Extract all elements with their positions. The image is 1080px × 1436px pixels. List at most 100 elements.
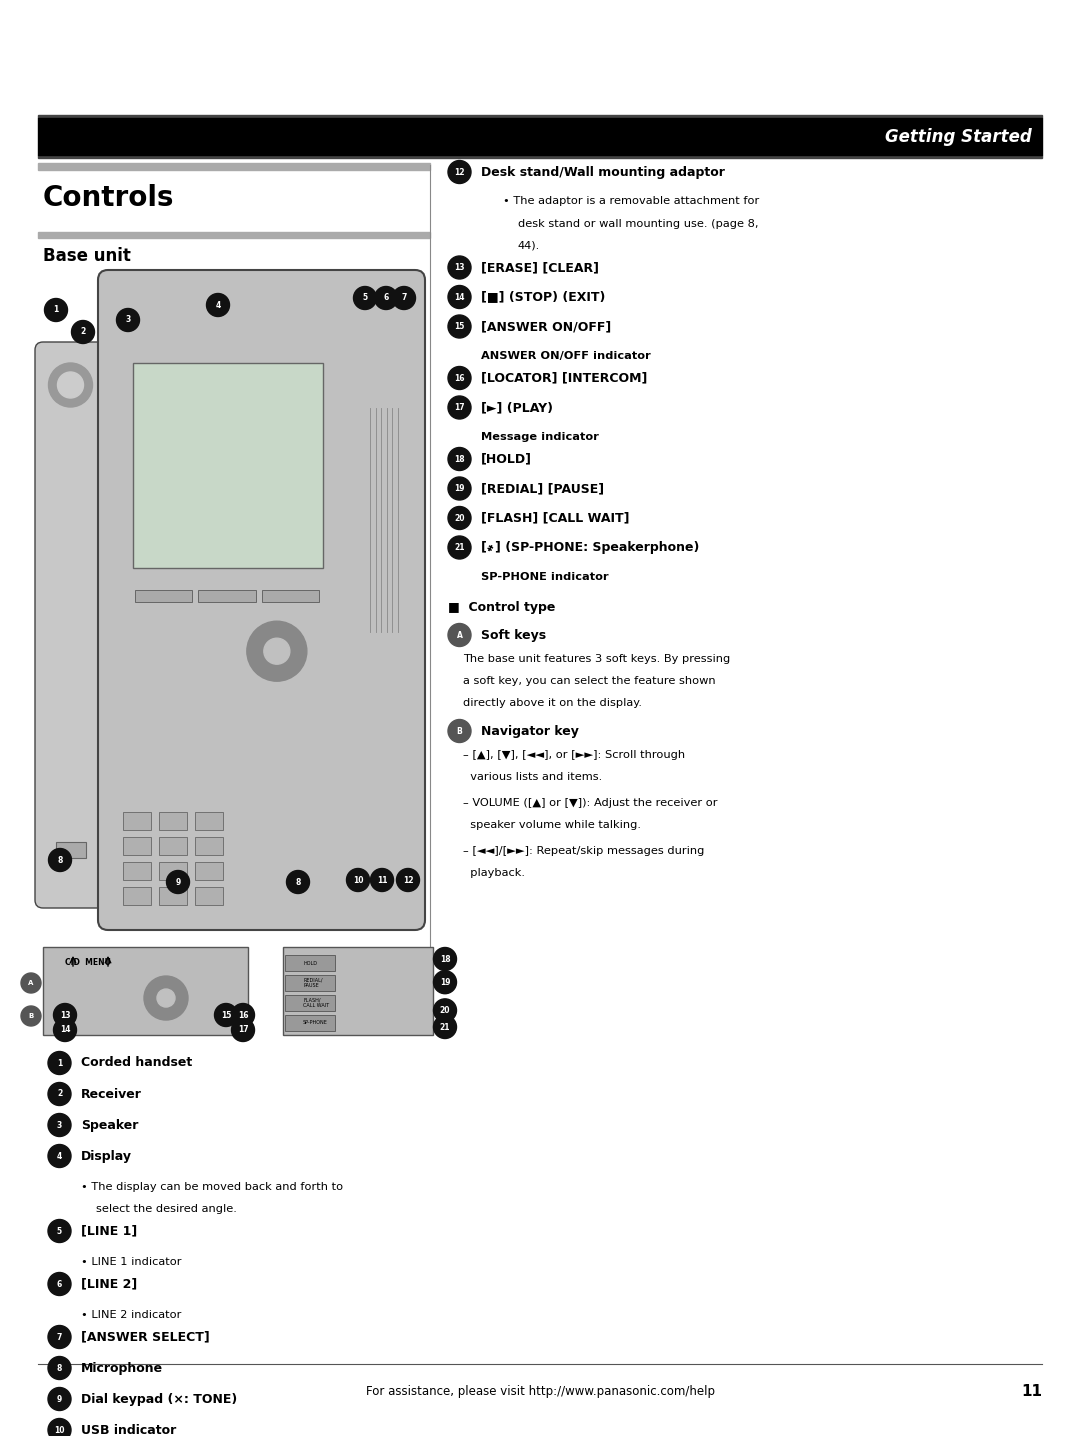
Text: FLASH/
CALL WAIT: FLASH/ CALL WAIT [303, 998, 329, 1008]
Text: 7: 7 [57, 1333, 63, 1341]
Circle shape [166, 870, 189, 893]
Text: ANSWER ON/OFF indicator: ANSWER ON/OFF indicator [481, 350, 651, 360]
Text: 17: 17 [455, 404, 464, 412]
Text: playback.: playback. [463, 867, 525, 877]
Text: 6: 6 [383, 293, 389, 303]
Text: Getting Started: Getting Started [886, 128, 1032, 145]
Circle shape [231, 1018, 255, 1041]
Text: 20: 20 [455, 514, 464, 523]
Circle shape [21, 1007, 41, 1025]
Text: directly above it on the display.: directly above it on the display. [463, 698, 642, 708]
Text: Base unit: Base unit [43, 247, 131, 266]
Text: – [◄◄]/[►►]: Repeat/skip messages during: – [◄◄]/[►►]: Repeat/skip messages during [463, 846, 704, 856]
Circle shape [117, 309, 139, 332]
Circle shape [396, 869, 419, 892]
Text: a soft key, you can select the feature shown: a soft key, you can select the feature s… [463, 676, 716, 686]
Bar [38, 115, 1042, 118]
Text: A: A [457, 630, 462, 639]
Text: 19: 19 [455, 484, 464, 493]
Text: 7: 7 [402, 293, 407, 303]
Bar [135, 590, 192, 602]
Text: 14: 14 [455, 293, 464, 302]
Text: 9: 9 [57, 1394, 63, 1403]
Text: CID  MENU: CID MENU [65, 958, 111, 966]
Text: 8: 8 [57, 856, 63, 864]
Text: 2: 2 [80, 327, 85, 336]
Bar [123, 862, 151, 880]
Bar [285, 995, 335, 1011]
Circle shape [448, 507, 471, 530]
Text: desk stand or wall mounting use. (page 8,: desk stand or wall mounting use. (page 8… [518, 218, 758, 228]
Text: For assistance, please visit http://www.panasonic.com/help: For assistance, please visit http://www.… [365, 1386, 715, 1399]
Circle shape [433, 999, 457, 1022]
Circle shape [448, 448, 471, 471]
Text: 12: 12 [455, 168, 464, 177]
Text: 14: 14 [59, 1025, 70, 1034]
Circle shape [54, 1018, 77, 1041]
Circle shape [347, 869, 369, 892]
Bar [261, 590, 320, 602]
Text: 13: 13 [59, 1011, 70, 1020]
Circle shape [448, 719, 471, 742]
Text: [►] (PLAY): [►] (PLAY) [481, 401, 553, 414]
Text: 5: 5 [57, 1226, 62, 1235]
Bar [285, 975, 335, 991]
Text: speaker volume while talking.: speaker volume while talking. [463, 820, 642, 830]
Text: select the desired angle.: select the desired angle. [96, 1203, 237, 1213]
Bar [195, 811, 222, 830]
Text: HOLD: HOLD [303, 961, 318, 965]
Text: 16: 16 [238, 1011, 248, 1020]
Text: 9: 9 [175, 877, 180, 886]
Circle shape [448, 161, 471, 184]
Text: [■] (STOP) (EXIT): [■] (STOP) (EXIT) [481, 290, 606, 303]
Text: [LOCATOR] [INTERCOM]: [LOCATOR] [INTERCOM] [481, 372, 647, 385]
Text: [LINE 1]: [LINE 1] [81, 1225, 137, 1238]
Text: [HOLD]: [HOLD] [481, 452, 532, 465]
Text: 20: 20 [440, 1005, 450, 1015]
Circle shape [71, 320, 95, 343]
Circle shape [353, 287, 377, 310]
Circle shape [433, 971, 457, 994]
Bar [195, 862, 222, 880]
Text: The base unit features 3 soft keys. By pressing: The base unit features 3 soft keys. By p… [463, 653, 730, 663]
FancyBboxPatch shape [98, 270, 426, 931]
Text: 3: 3 [125, 316, 131, 325]
Circle shape [206, 293, 230, 316]
Text: 16: 16 [455, 373, 464, 382]
Text: [ANSWER ON/OFF]: [ANSWER ON/OFF] [481, 320, 611, 333]
Text: 3: 3 [57, 1120, 63, 1130]
Text: 4: 4 [57, 1152, 63, 1160]
Circle shape [231, 1004, 255, 1027]
Text: various lists and items.: various lists and items. [463, 773, 603, 783]
Circle shape [448, 623, 471, 646]
Bar [159, 811, 187, 830]
Circle shape [247, 622, 307, 681]
Text: – [▲], [▼], [◄◄], or [►►]: Scroll through: – [▲], [▼], [◄◄], or [►►]: Scroll throug… [463, 750, 685, 760]
Text: [LINE 2]: [LINE 2] [81, 1278, 137, 1291]
Circle shape [48, 1083, 71, 1106]
Bar [43, 946, 248, 1035]
Circle shape [370, 869, 393, 892]
Text: 13: 13 [455, 263, 464, 271]
Circle shape [49, 363, 93, 406]
Circle shape [448, 314, 471, 337]
Circle shape [48, 1144, 71, 1167]
Text: 15: 15 [455, 322, 464, 332]
Text: Soft keys: Soft keys [481, 629, 546, 642]
Circle shape [48, 1419, 71, 1436]
Text: 1: 1 [53, 306, 58, 314]
Circle shape [144, 976, 188, 1020]
Text: • LINE 2 indicator: • LINE 2 indicator [81, 1310, 181, 1320]
Text: [ANSWER SELECT]: [ANSWER SELECT] [81, 1331, 210, 1344]
Text: 8: 8 [295, 877, 300, 886]
Circle shape [375, 287, 397, 310]
Text: REDIAL/
PAUSE: REDIAL/ PAUSE [303, 978, 323, 988]
Text: USB indicator: USB indicator [81, 1423, 176, 1436]
Circle shape [49, 849, 71, 872]
Text: [҂] (SP-PHONE: Speakerphone): [҂] (SP-PHONE: Speakerphone) [481, 541, 700, 554]
Text: Display: Display [81, 1149, 132, 1163]
Circle shape [264, 638, 289, 665]
Circle shape [286, 870, 310, 893]
Bar [285, 1015, 335, 1031]
Text: B: B [457, 727, 462, 735]
